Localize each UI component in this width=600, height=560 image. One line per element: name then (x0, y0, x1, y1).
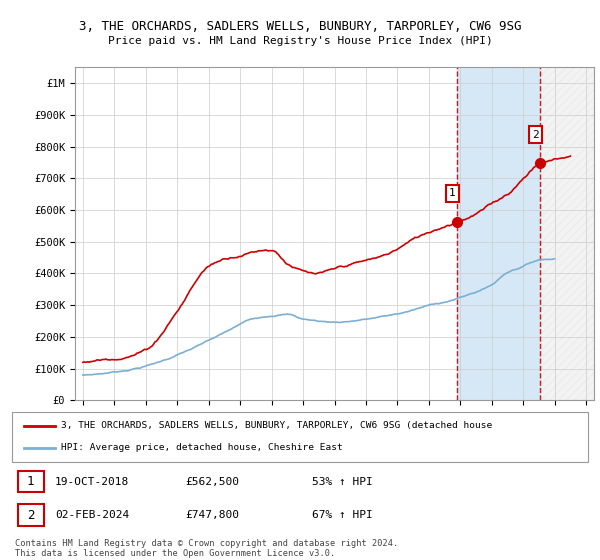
Text: 53% ↑ HPI: 53% ↑ HPI (311, 477, 372, 487)
Text: 02-FEB-2024: 02-FEB-2024 (55, 510, 130, 520)
Text: Price paid vs. HM Land Registry's House Price Index (HPI): Price paid vs. HM Land Registry's House … (107, 36, 493, 46)
Bar (457, 67, 540, 400)
Text: HPI: Average price, detached house, Cheshire East: HPI: Average price, detached house, Ches… (61, 444, 343, 452)
Text: 3, THE ORCHARDS, SADLERS WELLS, BUNBURY, TARPORLEY, CW6 9SG (detached house: 3, THE ORCHARDS, SADLERS WELLS, BUNBURY,… (61, 421, 492, 430)
Bar (540, 67, 594, 400)
Text: 2: 2 (532, 129, 539, 139)
Text: 19-OCT-2018: 19-OCT-2018 (55, 477, 130, 487)
Text: 2: 2 (27, 508, 34, 522)
Text: Contains HM Land Registry data © Crown copyright and database right 2024.
This d: Contains HM Land Registry data © Crown c… (15, 539, 398, 558)
Text: £562,500: £562,500 (185, 477, 239, 487)
Text: 1: 1 (449, 188, 455, 198)
Text: 67% ↑ HPI: 67% ↑ HPI (311, 510, 372, 520)
FancyBboxPatch shape (18, 505, 44, 526)
Text: 1: 1 (27, 475, 34, 488)
Text: 3, THE ORCHARDS, SADLERS WELLS, BUNBURY, TARPORLEY, CW6 9SG: 3, THE ORCHARDS, SADLERS WELLS, BUNBURY,… (79, 20, 521, 32)
Text: £747,800: £747,800 (185, 510, 239, 520)
FancyBboxPatch shape (12, 412, 588, 462)
FancyBboxPatch shape (18, 471, 44, 492)
